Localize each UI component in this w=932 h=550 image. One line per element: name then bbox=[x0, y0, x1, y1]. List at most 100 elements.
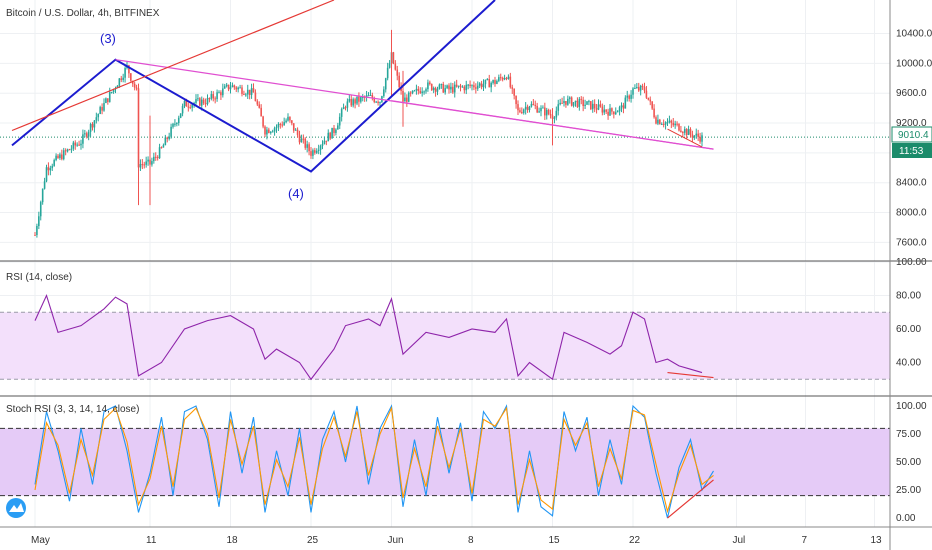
candle-body bbox=[553, 117, 556, 119]
time-axis-tick-label: 7 bbox=[802, 535, 808, 546]
candle-body bbox=[66, 149, 69, 152]
candle-body bbox=[195, 99, 197, 103]
rsi-band bbox=[0, 312, 890, 380]
candle-body bbox=[80, 143, 82, 146]
candle-body bbox=[360, 97, 362, 102]
candle-body bbox=[591, 103, 594, 110]
candle-body bbox=[538, 111, 540, 113]
candle-body bbox=[620, 105, 623, 108]
rsi-divergence-line[interactable] bbox=[667, 371, 714, 379]
candle-body bbox=[471, 85, 473, 87]
candle-body bbox=[427, 82, 429, 90]
axes: May 11 18 25 Jun 8 15 22 Jul 7 13 10400.0 10000.0 960… bbox=[31, 29, 932, 546]
candle-body bbox=[691, 134, 694, 138]
candle-body bbox=[105, 98, 107, 103]
time-axis-tick-label: 11 bbox=[146, 535, 157, 546]
elliott-wave-line[interactable] bbox=[11, 0, 496, 173]
candle-body bbox=[494, 80, 496, 84]
candle-body bbox=[461, 86, 464, 88]
candle-body bbox=[521, 111, 523, 113]
candle-body bbox=[365, 95, 368, 98]
candle-body bbox=[103, 102, 105, 111]
candle-body bbox=[82, 134, 84, 144]
candle-body bbox=[164, 137, 167, 146]
candle-body bbox=[697, 133, 699, 137]
tradingview-logo-icon[interactable] bbox=[6, 498, 26, 518]
candle-body bbox=[189, 107, 192, 109]
candle-body bbox=[379, 102, 381, 104]
candle-body bbox=[235, 87, 238, 90]
candle-body bbox=[227, 84, 230, 90]
candle-body bbox=[39, 202, 42, 217]
candle-body bbox=[601, 106, 604, 113]
candle-body bbox=[603, 109, 606, 113]
price-axis-tick-label: 9200.0 bbox=[896, 118, 927, 129]
candle-body bbox=[524, 106, 527, 110]
candle-body bbox=[153, 156, 155, 162]
last-price-value: 9010.4 bbox=[898, 130, 929, 141]
red-support-line[interactable] bbox=[667, 128, 703, 148]
candle-body bbox=[350, 98, 353, 106]
candle-body bbox=[701, 135, 703, 142]
wedge-lower-line[interactable] bbox=[391, 100, 714, 150]
candle-body bbox=[356, 96, 358, 104]
candle-body bbox=[38, 216, 40, 227]
candle-body bbox=[632, 88, 634, 95]
candle-body bbox=[154, 156, 157, 158]
candle-body bbox=[64, 150, 67, 152]
candle-body bbox=[97, 113, 100, 118]
candle-body bbox=[530, 103, 533, 107]
candle-body bbox=[498, 77, 500, 81]
candle-body bbox=[469, 84, 471, 87]
candle-body bbox=[680, 130, 682, 133]
stoch-d-line bbox=[34, 406, 714, 514]
symbol-title[interactable]: Bitcoin / U.S. Dollar, 4h, BITFINEX bbox=[6, 8, 160, 19]
price-axis-tick-label: 8000.0 bbox=[896, 208, 927, 219]
candle-body bbox=[45, 167, 48, 182]
stoch-axis-tick-label: 100.00 bbox=[896, 401, 927, 412]
candle-body bbox=[262, 116, 264, 127]
candle-body bbox=[170, 126, 172, 137]
candle-body bbox=[202, 99, 205, 104]
time-axis-tick-label: 13 bbox=[871, 535, 883, 546]
candle-body bbox=[70, 148, 73, 150]
candle-body bbox=[133, 83, 136, 88]
candle-body bbox=[62, 150, 65, 160]
candle-body bbox=[314, 150, 316, 153]
candle-body bbox=[637, 87, 640, 91]
candle-body bbox=[131, 80, 134, 84]
candle-body bbox=[162, 145, 165, 148]
candle-body bbox=[248, 89, 251, 95]
candle-body bbox=[76, 144, 78, 146]
candle-body bbox=[110, 92, 113, 94]
candle-body bbox=[220, 92, 222, 96]
candle-body bbox=[375, 101, 377, 103]
candle-body bbox=[158, 147, 161, 159]
candle-body bbox=[641, 85, 644, 88]
candle-body bbox=[223, 86, 226, 89]
candle-body bbox=[183, 100, 186, 106]
candle-body bbox=[605, 109, 607, 112]
rsi-title[interactable]: RSI (14, close) bbox=[6, 272, 72, 283]
candle-body bbox=[496, 80, 498, 84]
candle-body bbox=[108, 92, 111, 102]
candle-body bbox=[555, 110, 558, 118]
candle-body bbox=[325, 140, 328, 142]
candle-body bbox=[452, 86, 454, 93]
candle-body bbox=[406, 97, 408, 102]
candle-body bbox=[396, 69, 399, 76]
candle-body bbox=[179, 113, 182, 118]
stoch-axis-tick-label: 25.00 bbox=[896, 485, 921, 496]
stoch-divergence-line[interactable] bbox=[667, 479, 714, 519]
candle-body bbox=[685, 129, 688, 136]
candle-body bbox=[519, 110, 521, 112]
candle-body bbox=[473, 85, 475, 88]
drawing-tools[interactable] bbox=[11, 0, 714, 173]
candle-body bbox=[563, 101, 565, 104]
stoch-title[interactable]: Stoch RSI (3, 3, 14, 14, close) bbox=[6, 404, 139, 415]
candle-body bbox=[626, 95, 629, 98]
candle-body bbox=[122, 77, 124, 80]
red-trendline-line[interactable] bbox=[11, 0, 335, 132]
candle-body bbox=[246, 89, 249, 95]
